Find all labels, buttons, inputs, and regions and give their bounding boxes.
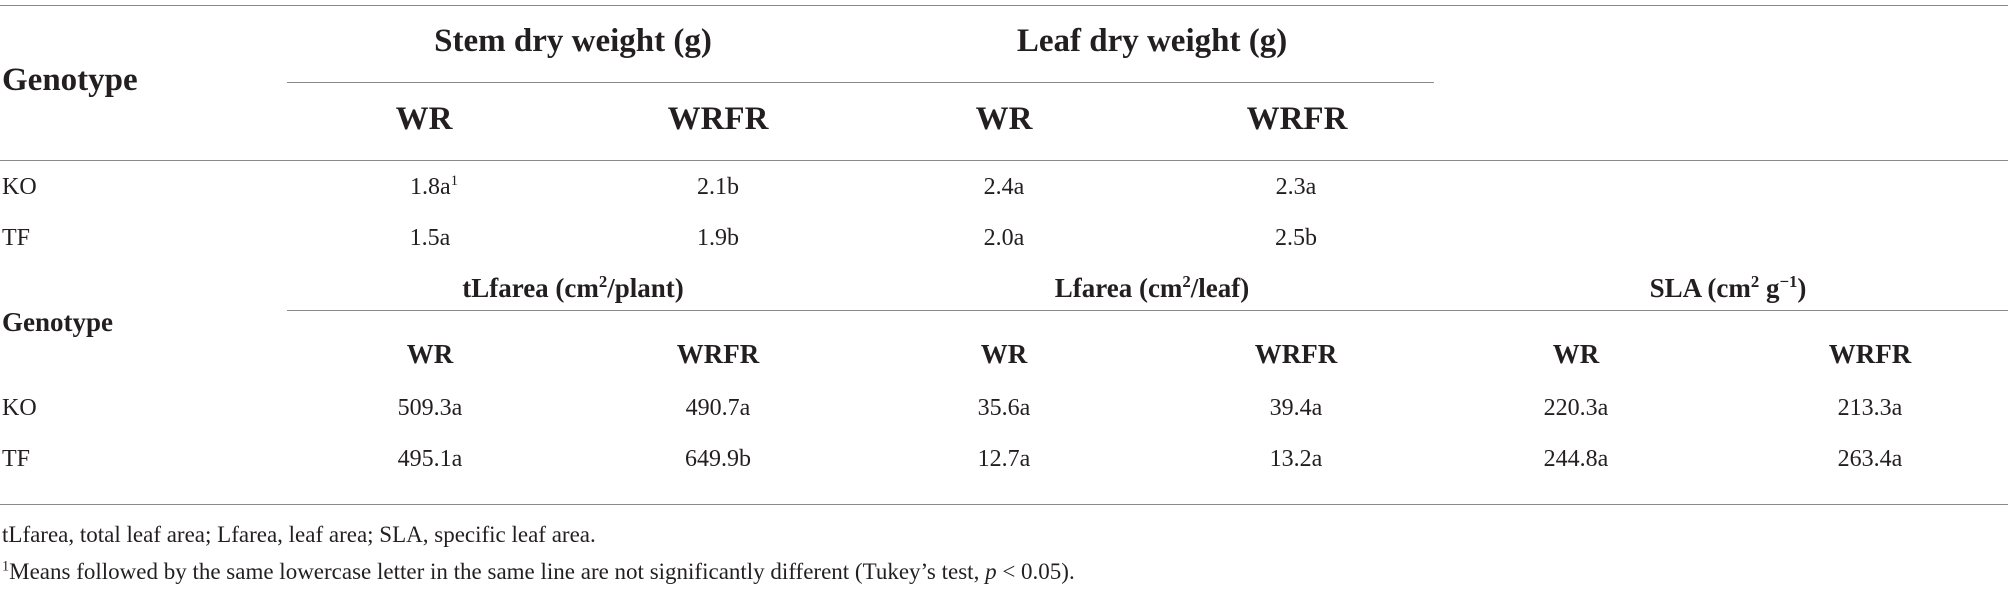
table1-group-rule	[287, 82, 1434, 83]
table2-subheader: WR	[1552, 339, 1600, 369]
table2-cell: 495.1a	[397, 446, 463, 472]
table2-cell: 35.6a	[977, 395, 1031, 421]
table2-genotype-header: Genotype	[2, 307, 113, 337]
header-text: /leaf)	[1190, 273, 1250, 303]
header-text: g	[1759, 273, 1780, 303]
table2-total-leaf-area-header: tLfarea (cm2/plant)	[462, 272, 684, 303]
table1-cell: 1.8a1	[409, 173, 459, 200]
table1-cell: 1.5a	[409, 225, 451, 251]
table1-stem-dry-weight-header: Stem dry weight (g)	[434, 23, 712, 59]
table1-cell: 2.5b	[1275, 225, 1317, 251]
table2-subheader: WR	[980, 339, 1028, 369]
table1-cell-value: 1.8a	[409, 174, 451, 200]
table1-leaf-dry-weight-header: Leaf dry weight (g)	[1016, 23, 1288, 59]
header-text: tLfarea (cm	[462, 273, 599, 303]
bottom-rule	[0, 504, 2008, 505]
table1-header-rule	[0, 160, 2008, 161]
abbreviations-footnote: tLfarea, total leaf area; Lfarea, leaf a…	[2, 522, 596, 547]
footnote-p-symbol: p	[985, 559, 997, 584]
table1-subheader-stem-wrfr: WRFR	[667, 101, 769, 137]
footnote-text: Means followed by the same lowercase let…	[9, 559, 986, 584]
footnote-marker: 1	[450, 173, 459, 189]
superscript: 2	[598, 272, 608, 291]
superscript: 2	[1750, 272, 1760, 291]
table2-leaf-area-header: Lfarea (cm2/leaf)	[1054, 272, 1250, 303]
table1-genotype-header: Genotype	[2, 62, 138, 98]
table1-row-genotype: TF	[2, 225, 31, 251]
table1-cell: 2.3a	[1275, 174, 1317, 200]
table2-row-genotype: TF	[2, 446, 31, 472]
superscript: 2	[1182, 272, 1191, 291]
table2-cell: 220.3a	[1543, 395, 1609, 421]
header-text: )	[1797, 273, 1807, 303]
table1-cell: 1.9b	[697, 225, 739, 251]
table2-cell: 649.9b	[685, 446, 751, 472]
table2-cell: 13.2a	[1269, 446, 1323, 472]
footnote-text: < 0.05).	[996, 559, 1075, 584]
header-text: SLA (cm	[1649, 273, 1751, 303]
table2-cell: 490.7a	[685, 395, 751, 421]
table1-row-genotype: KO	[2, 174, 37, 200]
table1-cell: 2.1b	[697, 174, 739, 200]
superscript: −1	[1779, 272, 1798, 291]
table2-cell: 12.7a	[977, 446, 1031, 472]
table1-subheader-leaf-wrfr: WRFR	[1246, 101, 1348, 137]
top-rule	[0, 5, 2008, 6]
table2-subheader: WRFR	[1828, 339, 1912, 369]
table2-group-rule	[287, 310, 2008, 311]
table2-subheader: WRFR	[1254, 339, 1338, 369]
table1-cell: 2.4a	[983, 174, 1025, 200]
table1-subheader-stem-wr: WR	[395, 101, 453, 137]
table2-sla-header: SLA (cm2 g−1)	[1649, 272, 1807, 303]
header-text: /plant)	[607, 273, 684, 303]
table2-subheader: WR	[406, 339, 454, 369]
table1-cell: 2.0a	[983, 225, 1025, 251]
statistics-footnote: 1Means followed by the same lowercase le…	[2, 558, 1075, 584]
table2-row-genotype: KO	[2, 395, 37, 421]
table2-cell: 213.3a	[1837, 395, 1903, 421]
table2-cell: 263.4a	[1837, 446, 1903, 472]
table1-subheader-leaf-wr: WR	[975, 101, 1033, 137]
header-text: Lfarea (cm	[1054, 273, 1183, 303]
table2-subheader: WRFR	[676, 339, 760, 369]
table2-cell: 244.8a	[1543, 446, 1609, 472]
table2-cell: 509.3a	[397, 395, 463, 421]
table2-cell: 39.4a	[1269, 395, 1323, 421]
footnote-marker: 1	[2, 558, 10, 575]
